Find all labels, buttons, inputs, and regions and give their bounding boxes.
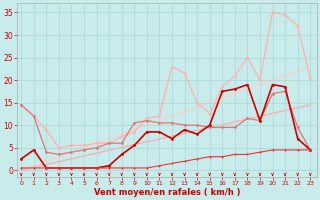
X-axis label: Vent moyen/en rafales ( km/h ): Vent moyen/en rafales ( km/h ) — [94, 188, 240, 197]
